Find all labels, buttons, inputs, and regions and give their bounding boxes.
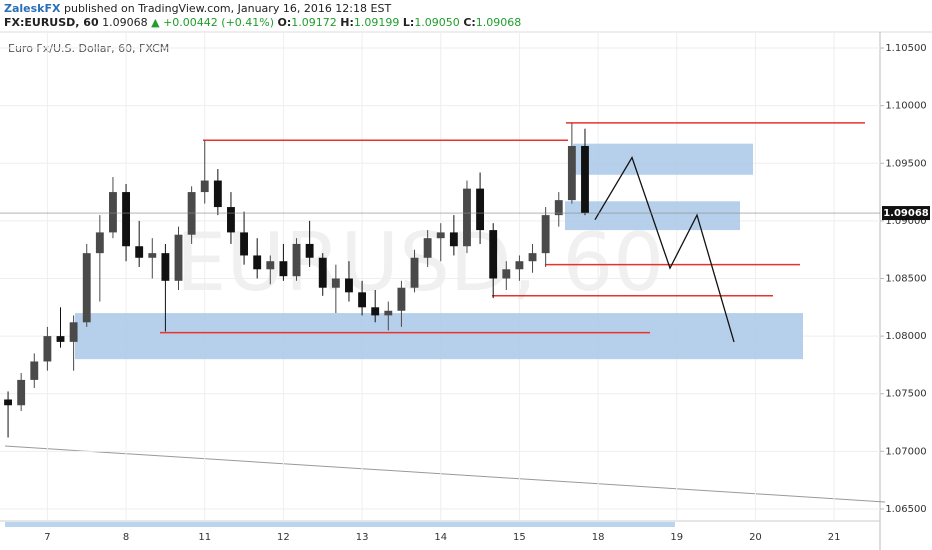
- candle-body: [397, 287, 406, 311]
- symbol: FX:EURUSD, 60: [4, 16, 99, 29]
- x-tick-label: 19: [670, 532, 683, 543]
- h: 1.09199: [353, 16, 400, 29]
- candle-body: [95, 232, 104, 254]
- candle-body: [567, 145, 576, 201]
- y-tick-label: 1.10000: [885, 101, 926, 112]
- candle-body: [200, 180, 209, 193]
- candle-body: [528, 253, 537, 262]
- zone: [75, 313, 803, 360]
- candle-body: [43, 336, 52, 362]
- last-price-box: [882, 206, 930, 221]
- last-price-label: 1.09068: [883, 208, 929, 219]
- candle-body: [410, 257, 419, 288]
- candle-body: [69, 322, 78, 342]
- x-tick-label: 12: [277, 532, 290, 543]
- candle-body: [541, 215, 550, 254]
- y-tick-label: 1.07500: [885, 389, 926, 400]
- candle-body: [423, 238, 432, 258]
- candle-body: [279, 261, 288, 277]
- x-tick-label: 21: [828, 532, 841, 543]
- candle-body: [253, 255, 262, 270]
- candle-body: [449, 232, 458, 247]
- candle-body: [489, 230, 498, 279]
- candle-body: [148, 253, 157, 258]
- candle-body: [554, 200, 563, 216]
- candle-body: [213, 180, 222, 208]
- candle-body: [240, 232, 249, 256]
- x-tick-label: 15: [513, 532, 526, 543]
- candle-body: [476, 188, 485, 231]
- header: ZaleskFX published on TradingView.com, J…: [4, 2, 521, 30]
- candle-body: [436, 232, 445, 239]
- h-label: H:: [340, 16, 354, 29]
- candle-body: [581, 145, 589, 214]
- o-label: O:: [277, 16, 292, 29]
- trend-line: [4, 445, 886, 503]
- l-label: L:: [402, 16, 415, 29]
- candle-body: [502, 269, 511, 279]
- candle-body: [30, 361, 39, 380]
- change: ▲ +0.00442 (+0.41%): [151, 16, 275, 29]
- y-tick-label: 1.09500: [885, 158, 926, 169]
- c: 1.09068: [475, 16, 522, 29]
- candle-body: [109, 192, 117, 233]
- last: 1.09068: [102, 16, 148, 29]
- candle-body: [305, 243, 314, 258]
- candle-body: [384, 310, 393, 316]
- candle-body: [371, 307, 380, 316]
- c-label: C:: [463, 16, 476, 29]
- y-tick-label: 1.09000: [885, 216, 926, 227]
- published: published on TradingView.com, January 16…: [64, 2, 392, 15]
- x-tick-label: 18: [592, 532, 605, 543]
- candle-body: [227, 207, 235, 233]
- candle-body: [515, 261, 524, 270]
- header-line: FX:EURUSD, 60 1.09068 ▲ +0.00442 (+0.41%…: [4, 16, 521, 30]
- x-tick-label: 7: [44, 532, 50, 543]
- o: 1.09172: [291, 16, 337, 29]
- x-tick-label: 8: [123, 532, 129, 543]
- x-tick-label: 20: [749, 532, 762, 543]
- zone: [573, 143, 753, 175]
- l: 1.09050: [414, 16, 460, 29]
- candle-body: [345, 278, 353, 293]
- candle-body: [135, 246, 144, 258]
- y-tick-label: 1.08000: [885, 331, 926, 342]
- candle-body: [122, 192, 130, 247]
- candle-body: [463, 188, 471, 247]
- author[interactable]: ZaleskFX: [4, 2, 61, 15]
- candle-body: [292, 243, 301, 277]
- header-line: ZaleskFX published on TradingView.com, J…: [4, 2, 521, 16]
- candle-body: [17, 379, 26, 406]
- x-tick-label: 14: [434, 532, 447, 543]
- candle-body: [318, 257, 327, 288]
- y-tick-label: 1.08500: [885, 274, 926, 285]
- x-tick-label: 11: [198, 532, 211, 543]
- x-tick-label: 13: [356, 532, 369, 543]
- candle-body: [266, 261, 275, 270]
- candle-body: [56, 336, 65, 342]
- candle-body: [358, 292, 367, 308]
- candle-body: [161, 253, 170, 281]
- candle-body: [4, 399, 12, 406]
- candle-body: [174, 234, 183, 281]
- y-tick-label: 1.10500: [885, 43, 926, 54]
- candle-body: [331, 278, 340, 288]
- y-tick-label: 1.06500: [885, 504, 926, 515]
- scrollbar[interactable]: [5, 522, 675, 527]
- y-tick-label: 1.07000: [885, 446, 926, 457]
- candle-body: [82, 253, 91, 323]
- projection: [594, 155, 735, 343]
